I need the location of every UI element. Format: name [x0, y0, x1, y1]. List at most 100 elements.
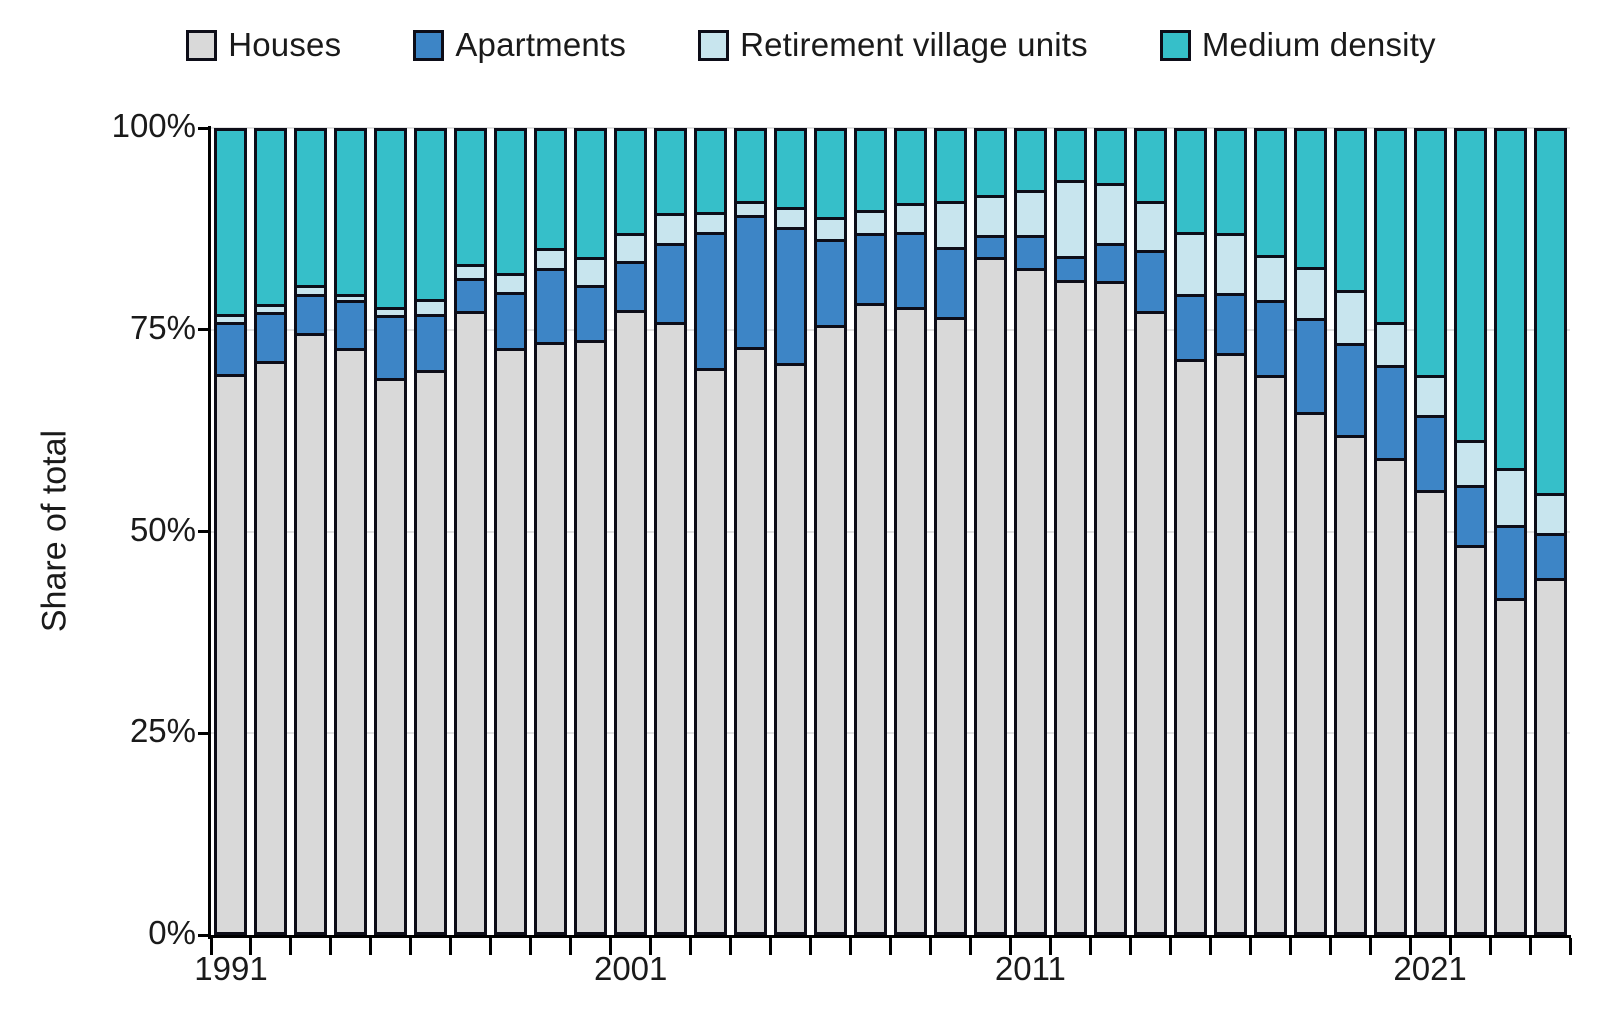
x-tick	[489, 938, 493, 955]
bar-segment-medium-density-2012	[1053, 128, 1087, 184]
bar-segment-retirement-village-units-2017	[1253, 254, 1287, 303]
x-tick	[729, 938, 733, 955]
bar-segment-apartments-2013	[1093, 243, 1127, 285]
x-tick	[1208, 938, 1212, 955]
bar-segment-medium-density-1999	[534, 128, 568, 252]
bar-segment-medium-density-2022	[1453, 128, 1487, 444]
x-tick	[1248, 938, 1252, 955]
bar-segment-medium-density-2008	[893, 128, 927, 207]
x-tick	[1528, 938, 1532, 955]
bar-segment-medium-density-1996	[414, 128, 448, 303]
bar-segment-medium-density-2011	[1013, 128, 1047, 194]
bar-segment-apartments-1992	[254, 311, 288, 365]
x-tick	[649, 938, 653, 955]
bar-segment-apartments-2015	[1173, 294, 1207, 362]
chart-legend: Houses Apartments Retirement village units…	[0, 26, 1622, 64]
bar-segment-houses-2006	[814, 324, 848, 935]
bar-segment-apartments-2023	[1493, 525, 1527, 601]
bar-segment-apartments-2008	[893, 232, 927, 311]
bar-segment-apartments-1998	[494, 291, 528, 352]
bar-segment-houses-2010	[973, 257, 1007, 935]
legend-label: Houses	[228, 26, 342, 63]
bar-segment-houses-2004	[734, 346, 768, 935]
bar-segment-houses-2000	[574, 340, 608, 935]
bar-segment-medium-density-1998	[494, 128, 528, 277]
bar-segment-retirement-village-units-2002	[654, 212, 688, 246]
bar-segment-retirement-village-units-2020	[1373, 321, 1407, 369]
bar-segment-houses-2012	[1053, 279, 1087, 935]
bar-segment-apartments-2017	[1253, 299, 1287, 378]
bar-segment-houses-1996	[414, 370, 448, 935]
x-tick	[889, 938, 892, 955]
y-tick-label-0: 0%	[148, 914, 196, 951]
bar-segment-apartments-1993	[294, 294, 328, 336]
bar-segment-apartments-2020	[1373, 365, 1407, 462]
bar-segment-houses-2024	[1533, 578, 1567, 935]
bar-segment-medium-density-2000	[574, 128, 608, 261]
bar-segment-apartments-2014	[1133, 249, 1167, 315]
legend-swatch-icon	[186, 29, 218, 61]
bar-segment-retirement-village-units-2009	[933, 201, 967, 251]
legend-item-retirement-village-units: Retirement village units	[698, 26, 1088, 64]
bar-segment-apartments-2006	[814, 239, 848, 328]
bar-segment-medium-density-1997	[454, 128, 488, 267]
y-tick-label-100: 100%	[111, 107, 196, 144]
gridline-75	[211, 328, 1570, 331]
bar-segment-houses-2016	[1213, 353, 1247, 935]
bar-segment-retirement-village-units-2010	[973, 194, 1007, 238]
x-tick	[1128, 938, 1132, 955]
x-tick-label-2011: 2011	[994, 950, 1066, 987]
bar-segment-apartments-2005	[774, 227, 808, 366]
bar-segment-medium-density-2023	[1493, 128, 1527, 471]
bar-segment-houses-1997	[454, 311, 488, 935]
bar-segment-apartments-2003	[694, 232, 728, 372]
bar-segment-houses-2009	[933, 316, 967, 935]
bar-segment-retirement-village-units-2011	[1013, 190, 1047, 238]
bar-segment-apartments-1997	[454, 278, 488, 315]
bar-segment-retirement-village-units-1999	[534, 248, 568, 271]
bar-segment-apartments-2018	[1293, 317, 1327, 416]
bar-segment-houses-2019	[1333, 434, 1367, 935]
bar-segment-medium-density-1992	[254, 128, 288, 307]
y-tick-label-50: 50%	[129, 510, 196, 548]
bar-segment-houses-2023	[1493, 597, 1527, 935]
x-tick	[369, 938, 373, 955]
bar-segment-houses-1995	[374, 378, 408, 935]
bar-segment-houses-2014	[1133, 311, 1167, 935]
legend-label: Retirement village units	[740, 26, 1088, 63]
y-axis-line	[208, 126, 211, 939]
x-tick	[1328, 938, 1332, 955]
bar-segment-apartments-2016	[1213, 292, 1247, 357]
bar-segment-retirement-village-units-2001	[614, 232, 648, 265]
x-tick	[1408, 938, 1412, 955]
bar-segment-houses-2005	[774, 362, 808, 935]
x-tick	[289, 938, 293, 955]
x-tick	[409, 938, 413, 955]
bar-segment-houses-1993	[294, 332, 328, 935]
bar-segment-medium-density-2021	[1413, 128, 1447, 378]
bar-segment-medium-density-1993	[294, 128, 328, 289]
x-tick	[529, 938, 533, 955]
legend-label: Medium density	[1201, 26, 1436, 63]
legend-swatch-icon	[1159, 29, 1191, 61]
y-tick	[198, 530, 208, 533]
x-tick	[329, 938, 333, 955]
legend-item-medium-density: Medium density	[1159, 26, 1436, 64]
x-tick	[1168, 938, 1172, 955]
bar-segment-apartments-2022	[1453, 484, 1487, 549]
bar-segment-medium-density-2005	[774, 128, 808, 211]
bar-segment-retirement-village-units-2021	[1413, 374, 1447, 419]
bar-segment-houses-1992	[254, 361, 288, 935]
bar-segment-retirement-village-units-2005	[774, 207, 808, 231]
bar-segment-apartments-2010	[973, 234, 1007, 261]
gridline-50	[211, 530, 1570, 533]
bar-segment-apartments-2007	[854, 232, 887, 307]
x-tick	[1488, 938, 1492, 955]
bar-segment-medium-density-2020	[1373, 128, 1407, 325]
bar-segment-medium-density-2018	[1293, 128, 1327, 270]
legend-swatch-icon	[698, 29, 730, 61]
bar-segment-medium-density-2015	[1173, 128, 1207, 236]
bar-segment-retirement-village-units-2023	[1493, 467, 1527, 529]
bar-segment-retirement-village-units-2015	[1173, 232, 1207, 298]
bar-segment-apartments-1991	[214, 321, 248, 378]
